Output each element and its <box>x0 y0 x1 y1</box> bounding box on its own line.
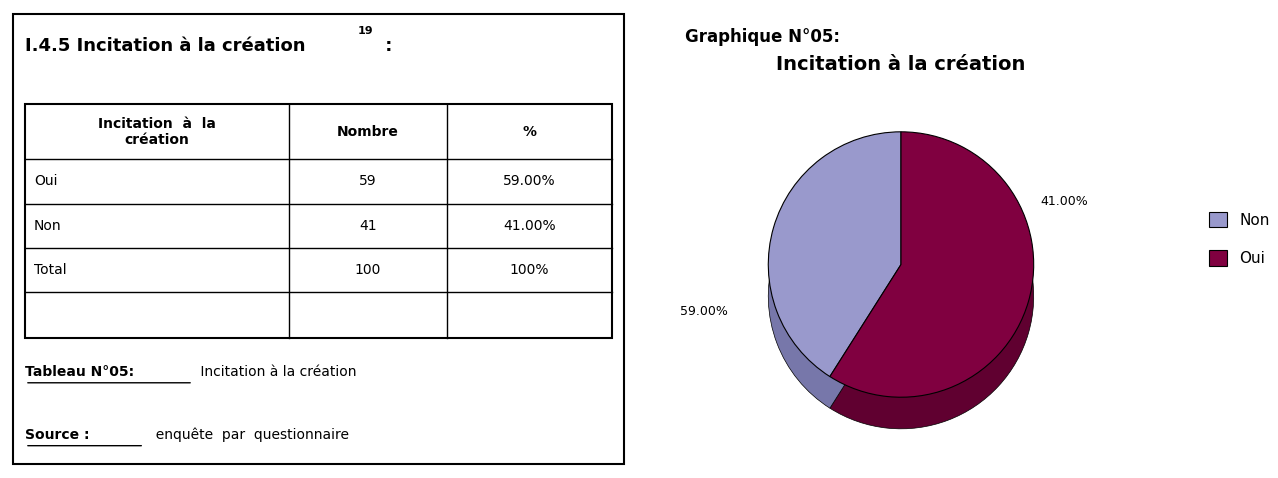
Wedge shape <box>829 132 1034 397</box>
Text: Source :: Source : <box>26 428 89 442</box>
Text: %: % <box>523 125 537 139</box>
Text: Nombre: Nombre <box>337 125 399 139</box>
Title: Incitation à la création: Incitation à la création <box>776 55 1026 74</box>
Text: I.4.5 Incitation à la création: I.4.5 Incitation à la création <box>26 37 305 55</box>
Text: Total: Total <box>33 263 66 277</box>
Text: 41: 41 <box>359 219 377 233</box>
Text: enquête  par  questionnaire: enquête par questionnaire <box>147 428 349 442</box>
Wedge shape <box>768 163 901 408</box>
Wedge shape <box>829 163 1034 429</box>
Text: 100%: 100% <box>510 263 550 277</box>
Text: :: : <box>380 37 392 55</box>
Text: 41.00%: 41.00% <box>504 219 556 233</box>
Text: 59: 59 <box>359 174 377 188</box>
Text: Tableau N°05:: Tableau N°05: <box>26 365 134 379</box>
Legend: Non, Oui: Non, Oui <box>1209 212 1270 266</box>
Bar <box>26 104 611 338</box>
Text: Incitation à la création: Incitation à la création <box>196 365 357 379</box>
Text: Graphique N°05:: Graphique N°05: <box>685 28 840 46</box>
Wedge shape <box>768 132 901 377</box>
Text: Incitation  à  la
création: Incitation à la création <box>98 117 216 147</box>
Text: Non: Non <box>33 219 61 233</box>
Text: 59.00%: 59.00% <box>680 305 727 318</box>
Text: 19: 19 <box>358 26 373 35</box>
Text: 59.00%: 59.00% <box>504 174 556 188</box>
Text: 100: 100 <box>355 263 381 277</box>
Text: 41.00%: 41.00% <box>1040 195 1088 208</box>
Text: Oui: Oui <box>33 174 58 188</box>
